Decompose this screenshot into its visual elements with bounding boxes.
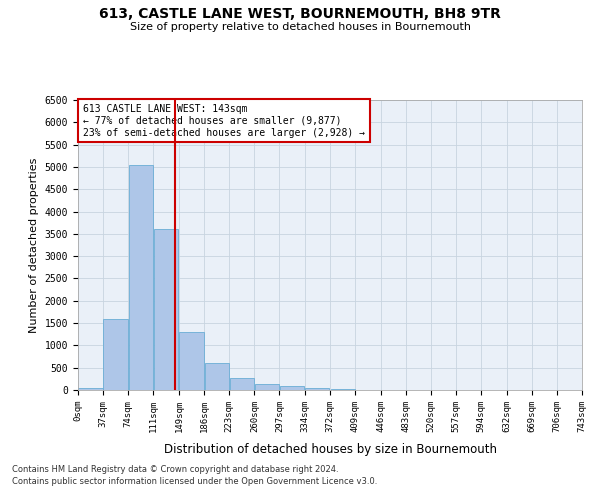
Bar — [205, 363, 229, 390]
Bar — [255, 384, 279, 390]
Text: Contains public sector information licensed under the Open Government Licence v3: Contains public sector information licen… — [12, 476, 377, 486]
Bar — [280, 386, 304, 390]
Bar — [154, 230, 178, 390]
Bar — [331, 388, 355, 390]
Y-axis label: Number of detached properties: Number of detached properties — [29, 158, 39, 332]
Bar — [79, 388, 103, 390]
Bar — [179, 332, 204, 390]
Text: 613 CASTLE LANE WEST: 143sqm
← 77% of detached houses are smaller (9,877)
23% of: 613 CASTLE LANE WEST: 143sqm ← 77% of de… — [83, 104, 365, 138]
Bar — [305, 388, 329, 390]
Text: Size of property relative to detached houses in Bournemouth: Size of property relative to detached ho… — [130, 22, 470, 32]
Text: Contains HM Land Registry data © Crown copyright and database right 2024.: Contains HM Land Registry data © Crown c… — [12, 466, 338, 474]
Text: Distribution of detached houses by size in Bournemouth: Distribution of detached houses by size … — [163, 442, 497, 456]
Bar — [230, 378, 254, 390]
Text: 613, CASTLE LANE WEST, BOURNEMOUTH, BH8 9TR: 613, CASTLE LANE WEST, BOURNEMOUTH, BH8 … — [99, 8, 501, 22]
Bar — [103, 318, 128, 390]
Bar — [128, 164, 153, 390]
